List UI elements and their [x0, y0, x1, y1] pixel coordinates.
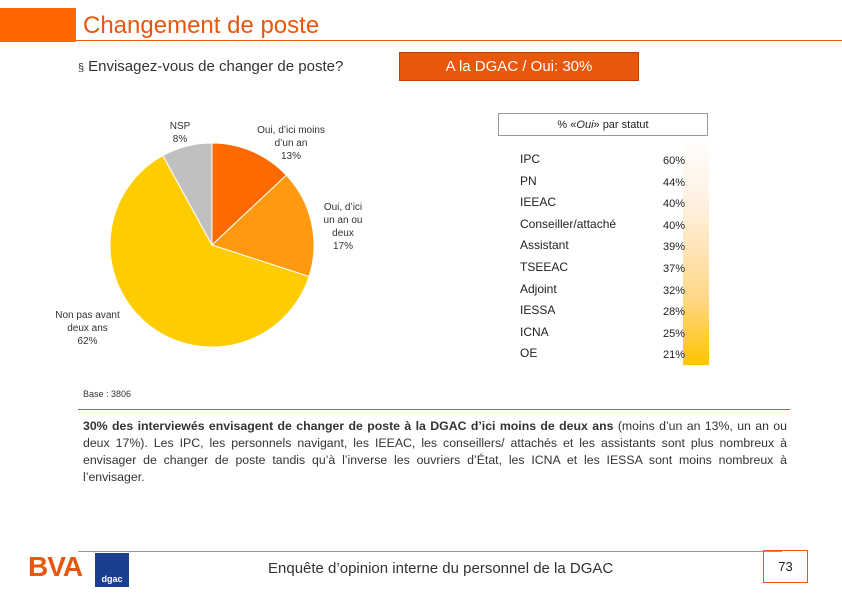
pie-label-pct: 62% — [77, 336, 98, 347]
table-row: IEEAC 40% — [520, 195, 690, 215]
summary-badge: A la DGAC / Oui: 30% — [399, 52, 639, 81]
pie-label-pct: 17% — [332, 241, 353, 252]
row-label: IESSA — [520, 303, 556, 318]
pie-label-line: NSP — [169, 121, 191, 132]
row-label: ICNA — [520, 324, 549, 339]
table-row: Conseiller/attaché 40% — [520, 217, 690, 237]
summary-bold: 30% des interviewés envisagent de change… — [83, 419, 614, 433]
page-title: Changement de poste — [83, 12, 320, 39]
row-label: IPC — [520, 152, 541, 166]
separator — [78, 409, 790, 410]
pie-label-non: Non pas avant deux ans 62% — [40, 309, 135, 348]
table-row: Adjoint 32% — [520, 282, 690, 302]
table-title-prefix: % « — [557, 118, 577, 131]
pie-label-line: deux — [332, 228, 354, 239]
dgac-logo: dgac — [95, 553, 129, 587]
pie-slice-un-an-deux — [211, 174, 315, 278]
row-value: 39% — [663, 241, 686, 254]
pie-label-un-an-deux: Oui, d’ici un an ou deux 17% — [312, 201, 374, 253]
footer-divider — [78, 551, 782, 552]
table-title-italic: Oui — [576, 118, 594, 131]
row-value: 21% — [663, 349, 686, 362]
page-number: 73 — [763, 550, 808, 583]
pie-slice-moins-un-an — [211, 142, 288, 247]
pie-slice-non — [109, 154, 310, 348]
question-text: Envisagez-vous de changer de poste? — [88, 58, 344, 75]
base-note: Base : 3806 — [83, 389, 132, 399]
row-label: PN — [520, 173, 537, 188]
row-label: Adjoint — [520, 281, 557, 296]
pie-label-line: deux ans — [67, 323, 108, 334]
value-gradient-bar — [683, 137, 709, 365]
pie-label-pct: 13% — [280, 151, 301, 162]
row-label: IEEAC — [520, 195, 557, 210]
table-row: Assistant 39% — [520, 238, 690, 258]
row-value: 32% — [663, 284, 686, 297]
row-label: Conseiller/attaché — [520, 216, 617, 231]
pie-label-pct: 8% — [172, 134, 188, 145]
table-row: OE 21% — [520, 346, 690, 366]
row-value: 40% — [663, 219, 686, 232]
table-row: ICNA 25% — [520, 325, 690, 345]
table-row: TSEEAC 37% — [520, 260, 690, 280]
footer-text: Enquête d’opinion interne du personnel d… — [268, 560, 614, 577]
pie-label-nsp: NSP 8% — [160, 120, 200, 146]
row-value: 37% — [663, 263, 686, 275]
summary-text: 30% des interviewés envisagent de change… — [83, 418, 787, 486]
table-title: % « Oui» par statut — [498, 113, 708, 136]
table-row: IPC 60% — [520, 152, 690, 172]
question: § Envisagez-vous de changer de poste? — [78, 58, 343, 75]
table-row: PN 44% — [520, 174, 690, 194]
pie-label-line: d’un an — [274, 138, 308, 149]
row-label: Assistant — [520, 238, 569, 253]
row-value: 44% — [663, 176, 686, 189]
row-value: 25% — [663, 327, 686, 340]
table-row: IESSA 28% — [520, 303, 690, 323]
row-label: OE — [520, 346, 538, 361]
pie-label-line: Non pas avant — [55, 310, 120, 321]
row-value: 28% — [663, 306, 686, 319]
pie-slice-nsp — [162, 142, 213, 246]
row-label: TSEEAC — [520, 260, 569, 274]
pie-label-moins-un-an: Oui, d’ici moins d’un an 13% — [246, 124, 336, 163]
pie-label-line: Oui, d’ici — [323, 202, 363, 213]
bva-logo: BVA — [28, 551, 83, 582]
title-accent-bar — [0, 8, 76, 42]
title-divider — [76, 40, 842, 41]
table-title-suffix: » par statut — [593, 118, 649, 131]
summary-rest: (moins d’un an 13%, un an ou deux 17%). … — [83, 419, 787, 484]
row-value: 40% — [663, 198, 686, 211]
bullet-icon: § — [78, 62, 85, 74]
pie-label-line: Oui, d’ici moins — [257, 125, 325, 136]
pie-label-line: un an ou — [323, 215, 363, 226]
row-value: 60% — [663, 155, 686, 167]
